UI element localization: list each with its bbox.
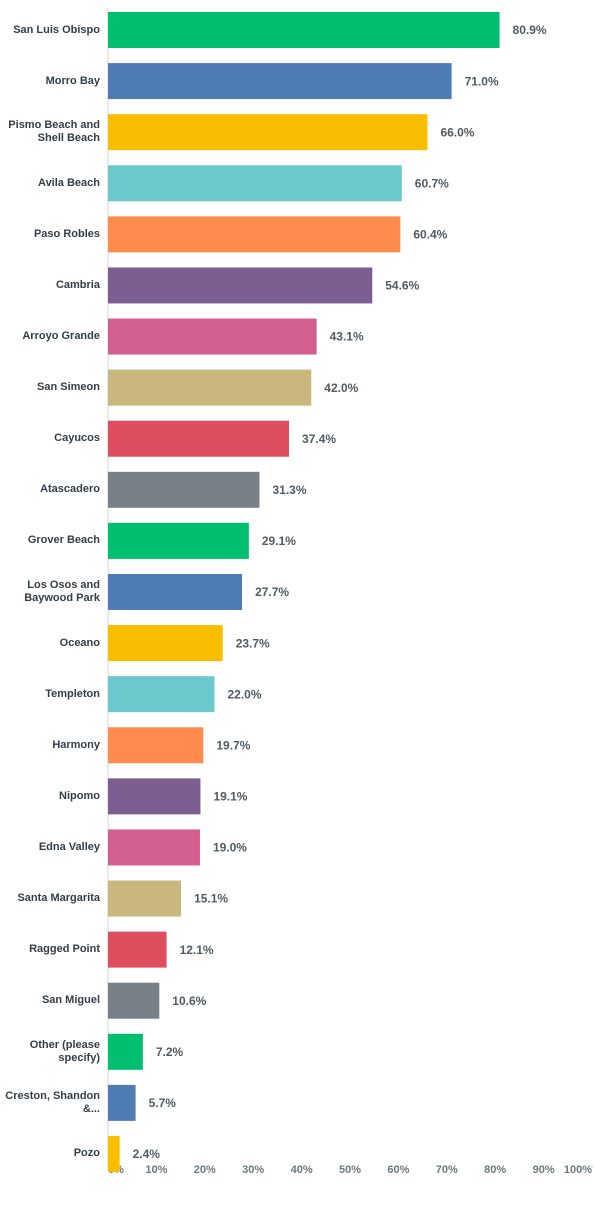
bar [108,267,373,304]
category-label: Arroyo Grande [22,330,100,343]
category-label: Avila Beach [38,176,100,189]
category-label: Los Osos and Baywood Park [24,578,100,604]
bar [108,1084,136,1121]
bar [108,1135,120,1172]
category-label: Morro Bay [45,74,100,87]
bar [108,12,500,48]
x-tick-label: 100% [564,1164,592,1176]
value-label: 54.6% [385,279,419,293]
value-label: 60.4% [413,228,447,242]
value-label: 80.9% [513,23,547,37]
value-label: 27.7% [255,585,289,599]
x-tick-label: 80% [484,1164,506,1176]
category-label: Templeton [45,687,100,700]
category-label: Ragged Point [29,943,100,956]
category-label: San Simeon [37,381,100,394]
category-label: Edna Valley [38,840,100,853]
value-label: 37.4% [302,432,336,446]
bar [108,1033,143,1070]
bar [108,471,260,508]
x-tick-label: 10% [145,1164,167,1176]
value-label: 19.1% [213,790,247,804]
x-tick-label: 30% [242,1164,264,1176]
value-label: 71.0% [465,74,499,88]
bar [108,982,160,1019]
x-tick-label: 60% [387,1164,409,1176]
value-label: 23.7% [236,636,270,650]
category-label: Grover Beach [27,534,100,547]
x-tick-label: 90% [533,1164,555,1176]
bar [108,829,200,866]
category-label: San Miguel [41,994,100,1007]
category-label: Other (please specify) [29,1038,100,1064]
category-label: Pismo Beach and Shell Beach [8,119,100,145]
category-label: San Luis Obispo [13,23,100,36]
category-label: Cayucos [54,432,100,445]
value-label: 2.4% [133,1147,161,1161]
value-label: 19.7% [216,738,250,752]
category-label: Nipomo [59,789,100,802]
category-label: Pozo [73,1147,100,1160]
category-label: Atascadero [40,483,100,496]
bar [108,625,223,662]
value-label: 15.1% [194,892,228,906]
bar [108,676,215,713]
x-tick-label: 50% [339,1164,361,1176]
bar [108,369,312,406]
bar [108,165,402,202]
bar [108,727,204,764]
bar [108,420,290,457]
value-label: 10.6% [172,994,206,1008]
value-label: 12.1% [180,943,214,957]
value-label: 19.0% [213,841,247,855]
category-label: Cambria [55,278,100,291]
x-tick-label: 20% [194,1164,216,1176]
value-label: 66.0% [440,125,474,139]
value-label: 43.1% [330,330,364,344]
bar [108,573,243,610]
value-label: 42.0% [324,381,358,395]
value-label: 22.0% [227,687,261,701]
category-label: Harmony [52,738,100,751]
bar [108,318,317,355]
x-tick-label: 70% [436,1164,458,1176]
bar [108,216,401,253]
value-label: 29.1% [262,534,296,548]
category-label: Creston, Shandon &... [5,1089,100,1115]
value-label: 7.2% [156,1045,184,1059]
bar [108,778,201,815]
bar [108,880,182,917]
bar [108,522,249,559]
category-label: Oceano [59,636,100,649]
category-label: Paso Robles [33,227,100,240]
bar [108,931,167,968]
bar [108,114,428,151]
bar [108,63,452,100]
value-label: 31.3% [272,483,306,497]
value-label: 60.7% [415,176,449,190]
category-label: Santa Margarita [17,892,100,905]
value-label: 5.7% [149,1096,177,1110]
x-tick-label: 40% [291,1164,313,1176]
